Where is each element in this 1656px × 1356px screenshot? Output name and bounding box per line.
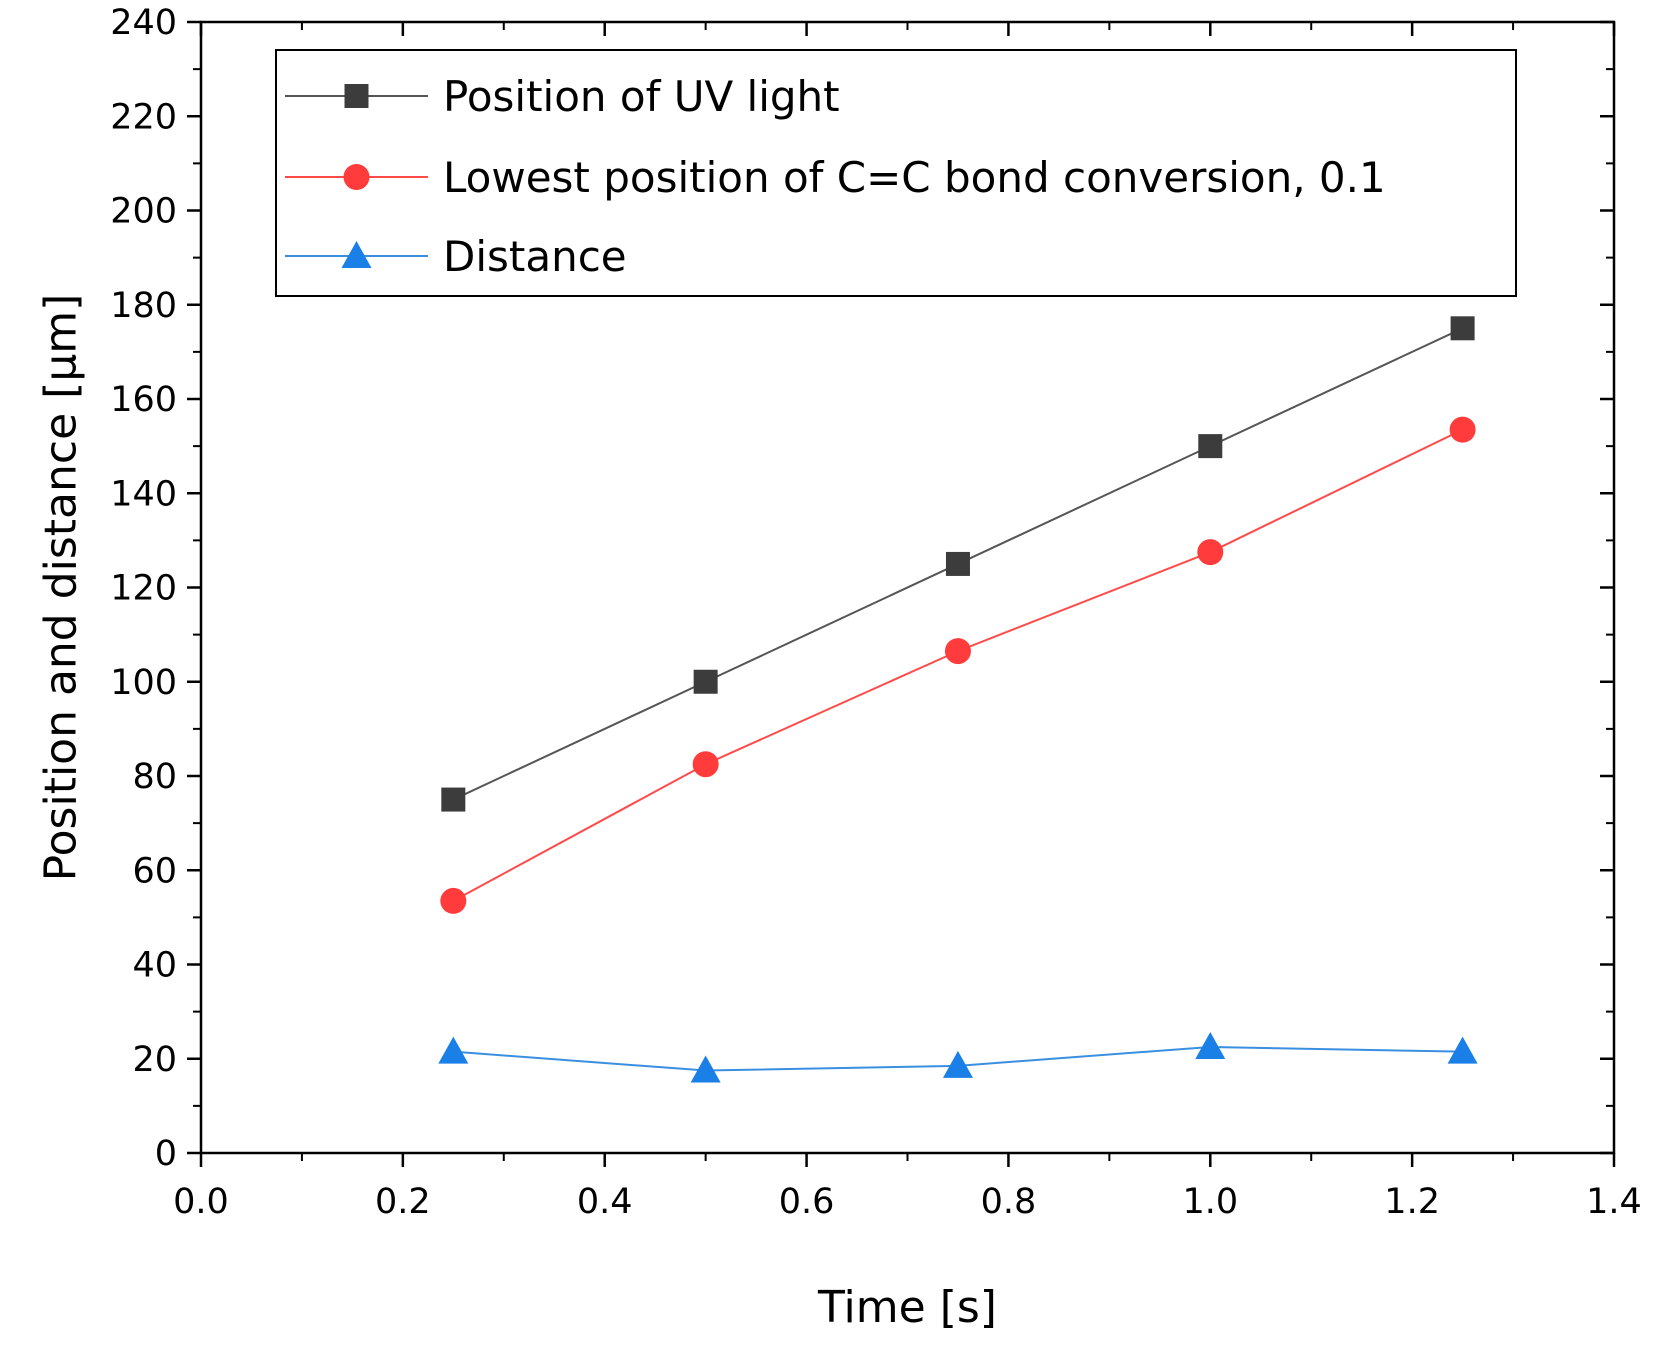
y-tick-label: 40 xyxy=(132,946,177,986)
data-point-triangle xyxy=(1195,1032,1225,1059)
x-tick-label: 0.8 xyxy=(981,1182,1037,1222)
series-circle xyxy=(440,417,1475,914)
series-square xyxy=(441,316,1474,811)
y-tick-label: 220 xyxy=(110,97,177,137)
series-triangle xyxy=(438,1032,1477,1083)
legend-marker-square xyxy=(345,84,369,108)
legend-marker-circle xyxy=(344,164,370,190)
data-point-square xyxy=(694,670,718,694)
series-line xyxy=(453,430,1462,901)
x-tick-label: 1.0 xyxy=(1182,1182,1238,1222)
y-tick-label: 140 xyxy=(110,474,177,514)
y-tick-label: 100 xyxy=(110,663,177,703)
y-tick-label: 240 xyxy=(110,3,177,43)
x-tick-label: 1.2 xyxy=(1384,1182,1440,1222)
data-point-square xyxy=(441,788,465,812)
chart: 0.0 0.2 0.4 0.6 0.8 1.0 1.2 1.4 0 20 40 60 80 100 120… xyxy=(0,0,1656,1356)
data-point-square xyxy=(946,552,970,576)
x-tick-label: 0.6 xyxy=(779,1182,835,1222)
data-point-circle xyxy=(1450,417,1476,443)
x-axis-title: Time [s] xyxy=(817,1282,997,1333)
x-tick-label: 0.2 xyxy=(375,1182,431,1222)
y-tick-label: 160 xyxy=(110,380,177,420)
y-tick-label: 20 xyxy=(132,1040,177,1080)
data-point-square xyxy=(1451,316,1475,340)
y-tick-label: 120 xyxy=(110,569,177,609)
legend-label: Lowest position of C=C bond conversion, … xyxy=(443,153,1386,202)
data-point-circle xyxy=(693,751,719,777)
x-tick-label: 0.4 xyxy=(577,1182,633,1222)
data-point-triangle xyxy=(438,1037,468,1064)
y-axis-title: Position and distance [µm] xyxy=(35,294,86,882)
data-point-circle xyxy=(1197,539,1223,565)
x-tick-label: 0.0 xyxy=(173,1182,229,1222)
legend-label: Distance xyxy=(443,232,627,281)
y-tick-label: 60 xyxy=(132,851,177,891)
data-point-circle xyxy=(440,888,466,914)
legend-entry-lowest-position: Lowest position of C=C bond conversion, … xyxy=(285,153,1386,202)
x-tick-label: 1.4 xyxy=(1586,1182,1642,1222)
y-tick-label: 200 xyxy=(110,192,177,232)
y-tick-label: 80 xyxy=(132,757,177,797)
data-point-circle xyxy=(945,638,971,664)
y-tick-label: 180 xyxy=(110,286,177,326)
legend-label: Position of UV light xyxy=(443,72,840,121)
data-point-square xyxy=(1198,434,1222,458)
y-tick-label: 0 xyxy=(155,1134,177,1174)
series-layer xyxy=(438,316,1477,1082)
data-point-triangle xyxy=(1448,1037,1478,1064)
legend: Position of UV light Lowest position of … xyxy=(276,50,1516,296)
